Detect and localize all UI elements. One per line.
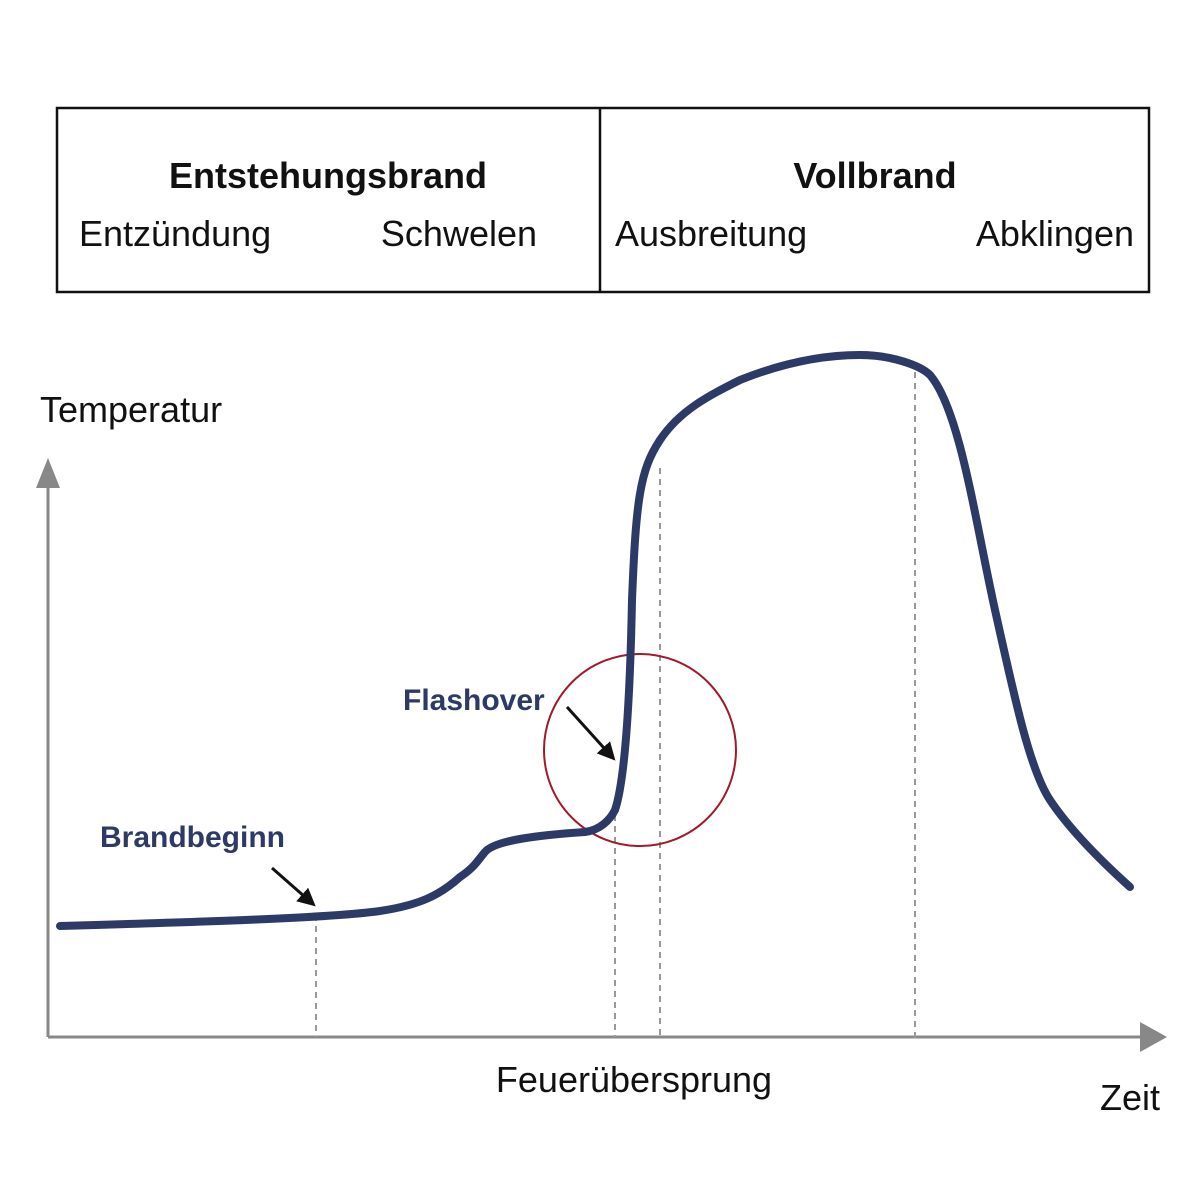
x-arrow	[1140, 1022, 1167, 1052]
stage-label: Abklingen	[976, 213, 1134, 254]
phase-title: Vollbrand	[793, 155, 956, 196]
stage-label: Entzündung	[79, 213, 271, 254]
stage-label: Schwelen	[381, 213, 537, 254]
phase-title: Entstehungsbrand	[169, 155, 487, 196]
x-axis-label: Zeit	[1100, 1077, 1160, 1118]
annotation-arrow	[565, 705, 616, 761]
annotation-arrow	[271, 866, 316, 907]
y-axis-label: Temperatur	[40, 389, 222, 430]
annotation: Feuerübersprung	[496, 1059, 772, 1100]
y-arrow	[36, 458, 60, 488]
annotation: Flashover	[403, 684, 545, 717]
temperature-curve	[56, 350, 1134, 930]
stage-label: Ausbreitung	[615, 213, 807, 254]
flashover-circle	[543, 653, 737, 847]
annotation: Brandbeginn	[100, 821, 285, 854]
phase-box	[55, 106, 1151, 294]
